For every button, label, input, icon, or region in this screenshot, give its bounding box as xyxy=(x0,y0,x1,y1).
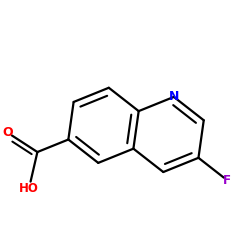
Text: F: F xyxy=(223,174,231,187)
Text: O: O xyxy=(2,126,13,139)
Text: HO: HO xyxy=(19,182,39,195)
Text: N: N xyxy=(169,90,179,104)
